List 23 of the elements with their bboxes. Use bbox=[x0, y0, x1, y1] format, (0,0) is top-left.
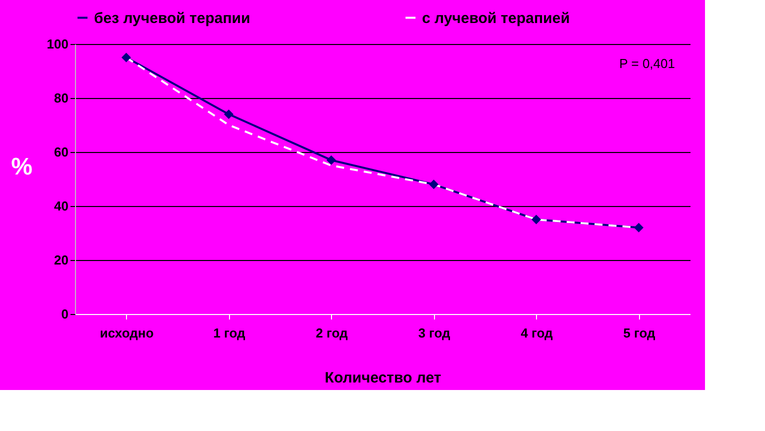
x-tick-label: 4 год bbox=[520, 326, 554, 340]
x-tick-label: 1 год bbox=[213, 326, 246, 340]
point bbox=[224, 109, 234, 119]
y-tick-label: 40 bbox=[54, 198, 68, 214]
y-tick-label: 0 bbox=[61, 306, 68, 322]
point bbox=[532, 214, 541, 224]
y-tick-label: 100 bbox=[46, 36, 68, 52]
y-tick-label: 60 bbox=[54, 144, 68, 160]
x-tick-label: 3 год bbox=[418, 326, 452, 340]
annotation: P = 0,401 bbox=[619, 56, 675, 71]
x-axis-title: Количество лет bbox=[324, 370, 442, 386]
y-axis-title: % bbox=[11, 154, 32, 180]
x-tick-label: исходно bbox=[100, 326, 154, 340]
y-tick-label: 80 bbox=[54, 90, 68, 106]
point bbox=[634, 222, 644, 232]
x-tick-label: 2 год bbox=[316, 326, 349, 340]
legend-label: с лучевой терапией bbox=[422, 10, 570, 27]
point bbox=[326, 155, 336, 165]
legend-label: без лучевой терапии bbox=[94, 10, 250, 27]
point bbox=[122, 52, 131, 62]
x-tick-label: 5 год bbox=[623, 326, 656, 340]
y-tick-label: 20 bbox=[54, 252, 68, 268]
point bbox=[429, 180, 438, 190]
